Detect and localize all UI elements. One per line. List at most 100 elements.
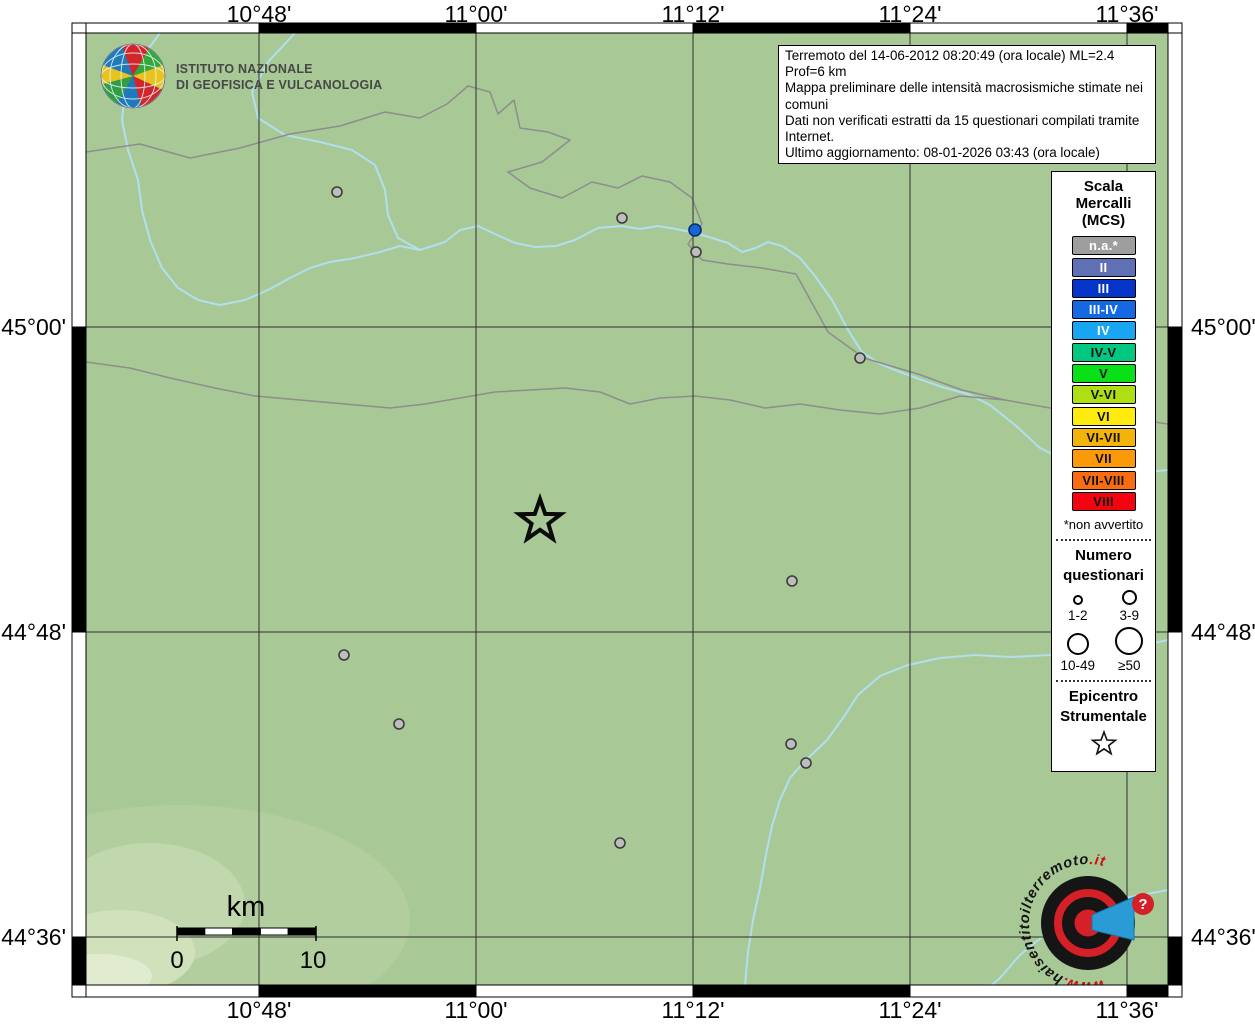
questionnaire-size-label: 3-9: [1119, 608, 1139, 624]
intensity-chip-VII: VII: [1071, 449, 1136, 469]
graticule: [86, 33, 1168, 985]
scale-bar-segment: [232, 927, 261, 936]
intensity-chip-VII-VIII: VII-VIII: [1071, 470, 1136, 490]
title-line: questionari: [1063, 567, 1144, 585]
question-mark-icon: [1132, 893, 1154, 915]
frame-segment: [909, 984, 1128, 998]
axis-label: 44°36': [1, 924, 66, 950]
title-line: Strumentale: [1060, 708, 1147, 726]
intensity-chip-III-IV: III-IV: [1071, 300, 1136, 320]
epicenter-star-icon: [1089, 729, 1118, 763]
axis-label: 11°00': [444, 997, 508, 1023]
axis-label: 11°00': [444, 1, 508, 27]
questionnaire-size-10-49: 10-49: [1052, 625, 1104, 673]
not-felt-point: [854, 352, 866, 364]
title-line: Scala: [1083, 178, 1124, 195]
questionnaire-circle-icon: [1066, 633, 1089, 656]
questionnaire-size-≥50: ≥50: [1104, 625, 1156, 673]
axis-label: 10°48': [226, 1, 292, 27]
epicenter-star-symbol: [513, 492, 567, 544]
title-line: (MCS): [1081, 212, 1126, 229]
title-line: Mercalli: [1075, 195, 1132, 212]
scale-bar-end: 10: [300, 947, 327, 974]
frame-segment: [1167, 326, 1183, 633]
questionnaire-size-1-2: 1-2: [1052, 588, 1104, 623]
axis-label: 11°36': [1095, 1, 1159, 27]
questionnaire-size-label: 10-49: [1060, 658, 1096, 674]
not-felt-point: [800, 757, 812, 769]
frame-segment: [1167, 32, 1183, 328]
intensity-chip-VIII: VIII: [1071, 491, 1136, 511]
intensity-chip-V: V: [1071, 364, 1136, 384]
info-box: Terremoto del 14-06-2012 08:20:49 (ora l…: [778, 45, 1156, 165]
not-felt-point: [614, 837, 626, 849]
epicenter-star: [513, 492, 567, 544]
axis-label: 44°48': [1191, 619, 1255, 645]
axis-label: 45°00': [1, 314, 66, 340]
river-main: [399, 225, 1168, 474]
legend-title: Scala Mercalli (MCS): [1076, 178, 1132, 229]
not-felt-point: [393, 718, 405, 730]
axis-label: 11°24': [878, 997, 942, 1023]
ingv-name-line1: ISTITUTO NAZIONALE: [176, 62, 313, 76]
question-mark-glyph: ?: [1138, 896, 1147, 913]
frame-segment: [71, 631, 87, 938]
frame-segment: [85, 984, 260, 998]
felt-intensity-point: [688, 223, 702, 237]
axis-label: 10°48': [226, 997, 292, 1023]
boundary-north: [86, 85, 1006, 401]
not-felt-point: [786, 575, 798, 587]
legend-footnote: *non avvertito: [1063, 517, 1144, 533]
intensity-chip-IV-V: IV-V: [1071, 342, 1136, 362]
info-line: Mappa preliminare delle intensità macros…: [785, 80, 1143, 112]
scale-bar-segment: [259, 927, 289, 936]
questionnaire-size-key: 1-2 3-9 10-49 ≥50: [1052, 588, 1155, 673]
frame-corner: [71, 22, 87, 34]
questionnaire-circle-icon: [1121, 590, 1137, 606]
info-line: Terremoto del 14-06-2012 08:20:49 (ora l…: [785, 48, 1115, 80]
legend-panel: Scala Mercalli (MCS) n.a.* II III III-IV IV IV-…: [1051, 171, 1156, 772]
axis-label: 11°12': [661, 1, 725, 27]
questionnaire-circle-icon: [1072, 595, 1083, 606]
title-line: Numero: [1075, 547, 1132, 565]
frame-segment: [71, 32, 87, 328]
river-northwest: [121, 33, 401, 306]
legend-separator: [1056, 680, 1151, 683]
scale-bar-segment: [176, 927, 206, 936]
intensity-chip-VI-VII: VI-VII: [1071, 427, 1136, 447]
frame-corner: [1167, 22, 1183, 34]
frame-corner: [71, 984, 87, 998]
legend-separator: [1056, 539, 1151, 542]
scale-bar-start: 0: [170, 947, 183, 974]
epicenter-key-title: Epicentro Strumentale: [1060, 687, 1147, 727]
frame-segment: [475, 984, 694, 998]
axis-label: 44°48': [1, 619, 66, 645]
info-line: Dati non verificati estratti da 15 quest…: [785, 112, 1140, 145]
questionnaire-points: [331, 186, 866, 849]
scale-bar-segment: [287, 927, 317, 936]
frame-segment: [1167, 631, 1183, 938]
scale-bar-unit: km: [227, 891, 266, 923]
not-felt-point: [331, 186, 343, 198]
intensity-chip-IV: IV: [1071, 321, 1136, 341]
questionnaire-size-3-9: 3-9: [1104, 588, 1156, 623]
questionnaire-circle-icon: [1115, 627, 1144, 656]
scale-bar: km 0 10: [170, 891, 326, 974]
hsit-logo: www.haisentitoilterremoto.it ?: [1017, 852, 1154, 994]
axis-label: 45°00': [1191, 314, 1255, 340]
scale-bar-segment: [204, 927, 234, 936]
intensity-chip-V-VI: V-VI: [1071, 385, 1136, 405]
boundary-central: [86, 361, 1168, 425]
not-felt-point: [785, 738, 797, 750]
axis-label: 11°36': [1095, 997, 1159, 1023]
frame-segment: [71, 326, 87, 633]
frame-segment: [1126, 984, 1169, 998]
intensity-chip-VI: VI: [1071, 406, 1136, 426]
ingv-globe-icon: [100, 43, 166, 109]
questionnaire-size-label: ≥50: [1118, 658, 1141, 674]
frame-segment: [1167, 936, 1183, 986]
intensity-chip-III: III: [1071, 278, 1136, 298]
map-frame: [71, 22, 1183, 998]
